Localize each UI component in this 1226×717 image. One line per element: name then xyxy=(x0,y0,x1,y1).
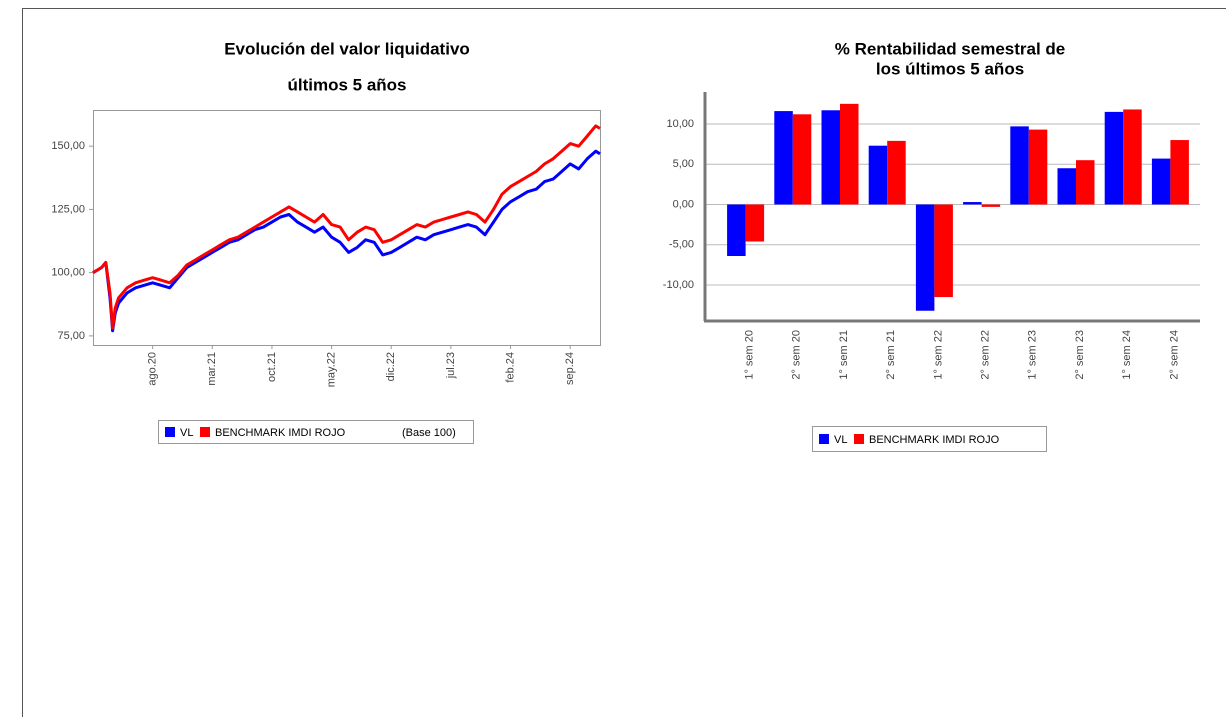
legend-swatch xyxy=(854,434,864,444)
bar xyxy=(745,204,765,242)
bar xyxy=(1104,111,1124,205)
bar xyxy=(1123,109,1142,205)
bar xyxy=(1010,126,1029,205)
bar xyxy=(868,145,888,205)
x-tick-label: 1° sem 24 xyxy=(1121,330,1133,380)
chart-title: % Rentabilidad semestral de xyxy=(835,39,1066,58)
legend-label: BENCHMARK IMDI ROJO xyxy=(869,434,1000,446)
bar xyxy=(774,111,793,205)
legend-swatch xyxy=(819,434,829,444)
y-tick-label: 125,00 xyxy=(51,203,85,215)
series-line xyxy=(92,124,601,330)
x-tick-label: 1° sem 21 xyxy=(838,330,850,380)
x-tick-label: mar.21 xyxy=(206,352,218,386)
bar xyxy=(963,202,982,205)
y-tick-label: -10,00 xyxy=(663,279,694,291)
bar xyxy=(727,204,746,256)
bar xyxy=(1028,129,1048,205)
x-tick-label: 1° sem 22 xyxy=(932,330,944,380)
legend-box xyxy=(158,420,474,444)
legend-label: VL xyxy=(834,434,847,446)
bar xyxy=(840,103,859,205)
x-tick-label: 2° sem 22 xyxy=(980,330,992,380)
bar xyxy=(1057,168,1076,205)
y-tick-label: 150,00 xyxy=(51,140,85,152)
x-tick-label: 1° sem 23 xyxy=(1027,330,1039,380)
chart-title: Evolución del valor liquidativo xyxy=(224,39,470,58)
bar xyxy=(981,204,1001,207)
legend-label: VL xyxy=(180,427,193,439)
y-tick-label: 10,00 xyxy=(666,118,694,130)
x-tick-label: ago.20 xyxy=(147,352,159,386)
x-tick-label: dic.22 xyxy=(385,352,397,381)
y-tick-label: 5,00 xyxy=(673,158,694,170)
x-tick-label: 1° sem 20 xyxy=(744,330,756,380)
series-line xyxy=(92,149,601,333)
legend-box xyxy=(812,426,1047,452)
plot-frame xyxy=(93,110,601,346)
bar xyxy=(821,110,840,205)
bar xyxy=(887,140,906,205)
x-tick-label: 2° sem 23 xyxy=(1074,330,1086,380)
y-tick-label: 75,00 xyxy=(57,330,85,342)
bar xyxy=(1170,140,1189,205)
legend-note: (Base 100) xyxy=(402,427,456,439)
bar xyxy=(1076,160,1095,205)
x-tick-label: 2° sem 24 xyxy=(1168,330,1180,380)
legend-swatch xyxy=(165,427,175,437)
x-tick-label: 2° sem 20 xyxy=(791,330,803,380)
bar xyxy=(792,114,812,205)
legend-swatch xyxy=(200,427,210,437)
x-tick-label: may.22 xyxy=(325,352,337,387)
x-tick-label: feb.24 xyxy=(504,352,516,383)
y-tick-label: 100,00 xyxy=(51,267,85,279)
bar xyxy=(915,204,935,311)
bar xyxy=(934,204,953,298)
x-tick-label: jul.23 xyxy=(445,352,457,379)
chart-title: los últimos 5 años xyxy=(876,59,1024,78)
y-tick-label: 0,00 xyxy=(673,198,694,210)
legend-label: BENCHMARK IMDI ROJO xyxy=(215,427,346,439)
x-tick-label: sep.24 xyxy=(564,352,576,385)
chart-title: últimos 5 años xyxy=(287,75,406,94)
x-tick-label: 2° sem 21 xyxy=(885,330,897,380)
page-frame xyxy=(22,8,1226,717)
bar xyxy=(1151,158,1171,205)
x-tick-label: oct.21 xyxy=(266,352,278,382)
y-tick-label: -5,00 xyxy=(669,239,694,251)
